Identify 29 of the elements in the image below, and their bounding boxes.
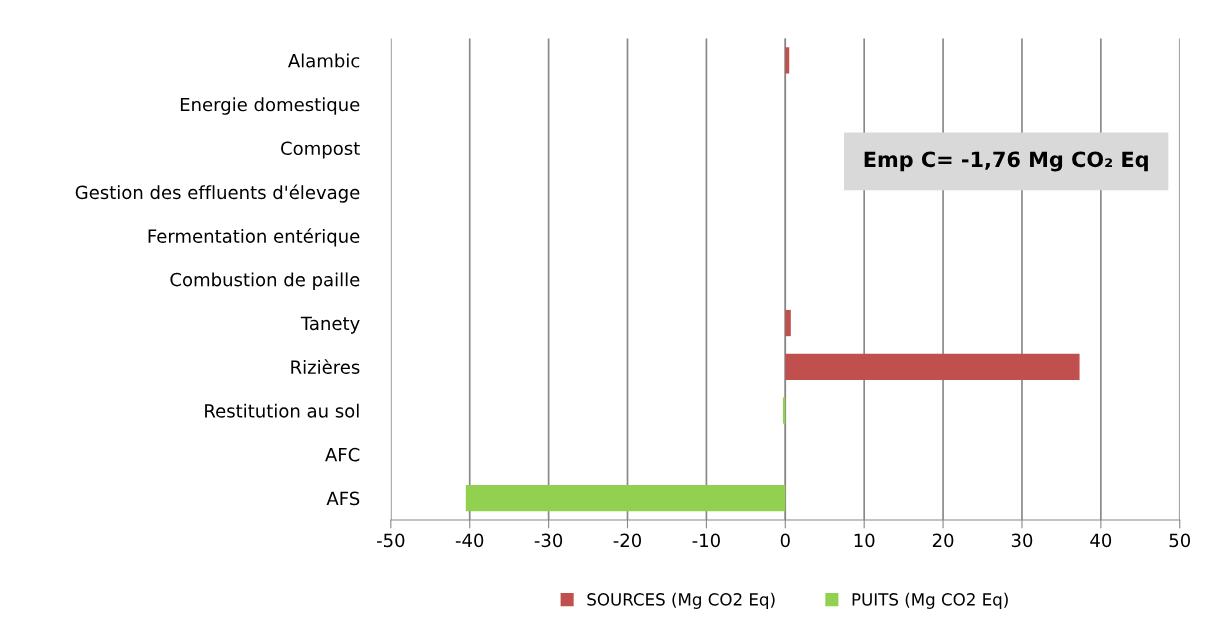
bar xyxy=(785,353,1080,380)
y-tick-label: AFC xyxy=(325,447,360,462)
x-tick-label: -10 xyxy=(692,533,720,548)
x-tick-label: 10 xyxy=(854,533,875,548)
x-tick-label: 40 xyxy=(1090,533,1112,548)
y-tick-label: Rizières xyxy=(291,359,360,374)
bar xyxy=(785,309,791,337)
x-tick-label: 0 xyxy=(780,533,790,548)
x-tick-label: 50 xyxy=(1169,533,1191,548)
y-tick-label: AFS xyxy=(326,491,360,506)
y-tick-label: Restitution au sol xyxy=(205,403,359,418)
y-tick-label: Tanety xyxy=(300,316,360,334)
x-tick-label: -50 xyxy=(376,533,405,548)
bar xyxy=(785,47,790,74)
x-tick-label: 20 xyxy=(932,533,954,548)
y-tick-label: Compost xyxy=(281,141,360,159)
y-tick-label: Energie domestique xyxy=(180,97,360,115)
x-tick-label: 30 xyxy=(1011,533,1033,548)
bar xyxy=(465,485,786,512)
y-tick-label: Fermentation entérique xyxy=(148,228,360,247)
y-tick-label: Gestion des effluents d'élevage xyxy=(75,184,360,203)
x-tick-label: -30 xyxy=(534,533,563,548)
annotation: Emp C= -1,76 Mg CO₂ Eq xyxy=(864,151,1148,172)
legend-label: SOURCES (Mg CO2 Eq) xyxy=(587,592,775,609)
legend-label: PUITS (Mg CO2 Eq) xyxy=(852,592,1008,609)
x-tick-label: -20 xyxy=(613,533,642,548)
y-tick-label: Alambic xyxy=(287,53,360,68)
x-tick-label: -40 xyxy=(455,533,484,548)
y-tick-label: Combustion de paille xyxy=(170,272,360,290)
